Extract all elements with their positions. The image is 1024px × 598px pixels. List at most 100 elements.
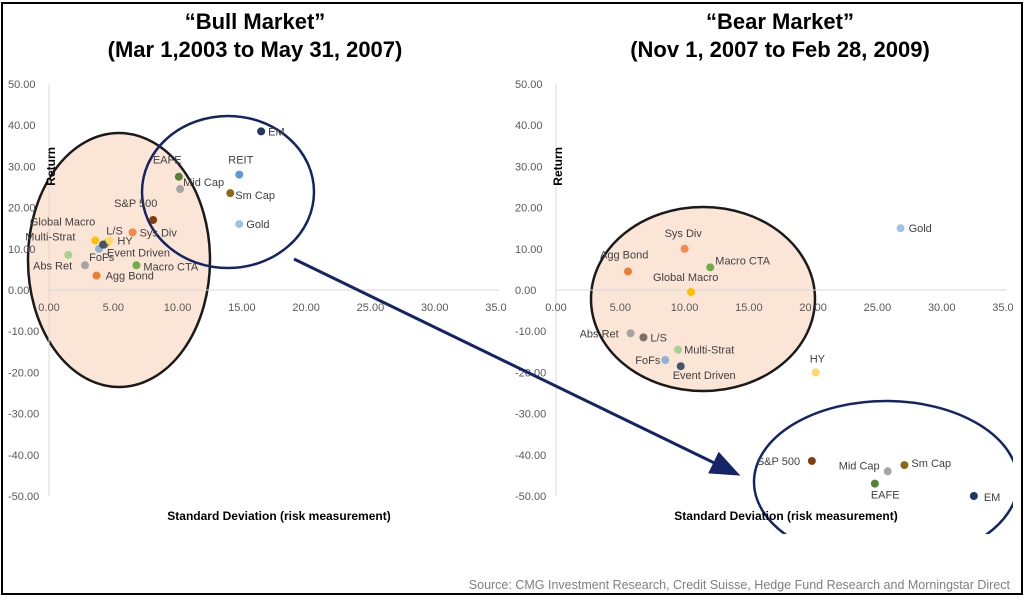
bull-y-tick-label: -40.00 xyxy=(8,450,39,462)
bear-point-label-fofs: FoFs xyxy=(635,355,661,367)
bull-x-tick-label: 25.00 xyxy=(357,302,385,314)
bull-point-label-mid-cap: Mid Cap xyxy=(183,177,224,189)
bear-point-label-sm-cap: Sm Cap xyxy=(911,458,951,470)
bull-point-label-event-driven: Event Driven xyxy=(107,248,170,260)
bull-y-axis-title: Return xyxy=(44,147,58,186)
bear-point-label-global-macro: Global Macro xyxy=(653,272,718,284)
bear-point-hy xyxy=(811,368,820,377)
bull-point-gold xyxy=(235,220,244,229)
source-note: Source: CMG Investment Research, Credit … xyxy=(468,578,1010,592)
bull-y-tick-label: -10.00 xyxy=(8,326,39,338)
bull-x-tick-label: 35.00 xyxy=(485,302,506,314)
bull-point-label-global-macro: Global Macro xyxy=(30,217,95,229)
bull-point-label-em: EM xyxy=(268,126,285,138)
bear-point-label-s-p-500: S&P 500 xyxy=(757,456,800,468)
bear-point-global-macro xyxy=(687,288,695,297)
bull-y-tick-label: 10.00 xyxy=(8,244,36,256)
bull-point-multi-strat xyxy=(91,236,100,245)
bull-point-label-eafe: EAFE xyxy=(153,155,182,167)
bull-point-abs-ret xyxy=(81,261,89,270)
bull-y-tick-label: 20.00 xyxy=(8,203,36,215)
bull-point-label-multi-strat: Multi-Strat xyxy=(25,232,75,244)
bull-y-tick-label: 0.00 xyxy=(8,285,29,297)
bull-point-hy xyxy=(105,236,114,245)
bear-point-abs-ret xyxy=(626,329,635,338)
bear-subtitle: (Nov 1, 2007 to Feb 28, 2009) xyxy=(630,37,930,62)
bull-y-tick-label: 40.00 xyxy=(8,120,36,132)
bull-y-tick-label: -20.00 xyxy=(8,367,39,379)
bear-x-tick-label: 20.00 xyxy=(799,302,827,314)
bear-point-s-p-500 xyxy=(807,456,816,465)
bear-point-fofs xyxy=(661,356,670,365)
bull-point-sys-div xyxy=(128,228,137,237)
bull-point-label-sm-cap: Sm Cap xyxy=(235,190,275,202)
bear-x-tick-label: 0.00 xyxy=(545,302,566,314)
bull-y-tick-label: -30.00 xyxy=(8,409,39,421)
bull-point-label-l-s: L/S xyxy=(106,226,123,238)
bear-chart: 50.00 40.00 30.00 20.00 10.00 0.00 -10.00 -20.0… xyxy=(515,79,1013,534)
bear-y-axis-title: Return xyxy=(551,147,565,186)
bear-point-label-eafe: EAFE xyxy=(871,490,900,502)
bull-x-tick-label: 10.00 xyxy=(164,302,192,314)
bull-point-label-hy: HY xyxy=(117,236,133,248)
bull-point-label-reit: REIT xyxy=(228,155,253,167)
bull-point-mid-cap xyxy=(176,185,185,194)
bull-x-tick-label: 5.00 xyxy=(103,302,124,314)
bull-point-label-s-p-500: S&P 500 xyxy=(114,198,157,210)
bear-y-tick-label: 40.00 xyxy=(515,120,543,132)
bear-y-tick-label: 20.00 xyxy=(515,203,543,215)
bear-x-tick-label: 10.00 xyxy=(671,302,699,314)
bull-point-s-p-500 xyxy=(149,215,158,224)
bear-point-label-agg-bond: Agg Bond xyxy=(600,249,648,261)
bear-chart-panel: 50.00 40.00 30.00 20.00 10.00 0.00 -10.00 -20.0… xyxy=(513,74,1013,534)
bear-point-label-l-s: L/S xyxy=(650,332,667,344)
bull-point-event-driven xyxy=(99,240,107,249)
bull-point-label-gold: Gold xyxy=(246,219,269,231)
bear-point-label-mid-cap: Mid Cap xyxy=(839,460,880,472)
bear-x-tick-label: 15.00 xyxy=(735,302,763,314)
bear-highlight-ellipse-1 xyxy=(589,205,817,393)
bear-x-tick-label: 5.00 xyxy=(610,302,631,314)
bear-x-tick-label: 25.00 xyxy=(864,302,892,314)
bull-point-em xyxy=(257,127,266,136)
bull-x-tick-label: 20.00 xyxy=(292,302,320,314)
bear-y-tick-label: -50.00 xyxy=(515,491,546,503)
bear-point-label-em: EM xyxy=(984,492,1001,504)
bull-highlight-ellipse-2 xyxy=(140,114,316,270)
bull-point-label-abs-ret: Abs Ret xyxy=(33,260,72,272)
bear-highlight-ellipse-2 xyxy=(752,399,1013,534)
bear-point-label-abs-ret: Abs Ret xyxy=(580,328,619,340)
bull-y-tick-label: 50.00 xyxy=(8,79,36,91)
bear-point-event-driven xyxy=(676,362,685,371)
bull-x-axis-title: Standard Deviation (risk measurement) xyxy=(167,509,390,523)
bear-y-tick-label: 0.00 xyxy=(515,285,536,297)
bear-point-label-macro-cta: Macro CTA xyxy=(715,255,770,267)
bear-y-tick-label: 50.00 xyxy=(515,79,543,91)
bull-point-label-macro-cta: Macro CTA xyxy=(143,261,198,273)
bear-point-label-event-driven: Event Driven xyxy=(673,370,736,382)
bear-point-sys-div xyxy=(680,244,689,253)
bull-x-tick-label: 30.00 xyxy=(421,302,449,314)
bull-point-label-sys-div: Sys Div xyxy=(140,227,178,239)
bear-point-label-sys-div: Sys Div xyxy=(665,228,703,240)
bull-title-block: “Bull Market” (Mar 1,2003 to May 31, 200… xyxy=(45,8,465,64)
bull-subtitle: (Mar 1,2003 to May 31, 2007) xyxy=(107,37,403,62)
bear-y-tick-label: -10.00 xyxy=(515,326,546,338)
bull-y-tick-label: -50.00 xyxy=(8,491,39,503)
bear-x-axis-title: Standard Deviation (risk measurement) xyxy=(674,509,897,523)
bear-y-tick-label: 30.00 xyxy=(515,161,543,173)
bear-y-tick-label: -30.00 xyxy=(515,409,546,421)
bear-point-label-multi-strat: Multi-Strat xyxy=(684,345,734,357)
bear-point-gold xyxy=(896,224,905,233)
bear-point-label-gold: Gold xyxy=(909,223,932,235)
bear-point-eafe xyxy=(870,479,879,488)
bear-point-mid-cap xyxy=(883,467,892,476)
bull-highlight-ellipse-1 xyxy=(26,131,212,389)
bull-point-agg-bond xyxy=(92,271,101,280)
bull-y-tick-label: 30.00 xyxy=(8,161,36,173)
bull-point-label-fofs: FoFs xyxy=(89,252,115,264)
bull-x-tick-label: 15.00 xyxy=(228,302,256,314)
bull-point-macro-cta xyxy=(132,261,141,270)
bear-point-em xyxy=(969,492,978,500)
bull-point-sm-cap xyxy=(226,189,235,198)
